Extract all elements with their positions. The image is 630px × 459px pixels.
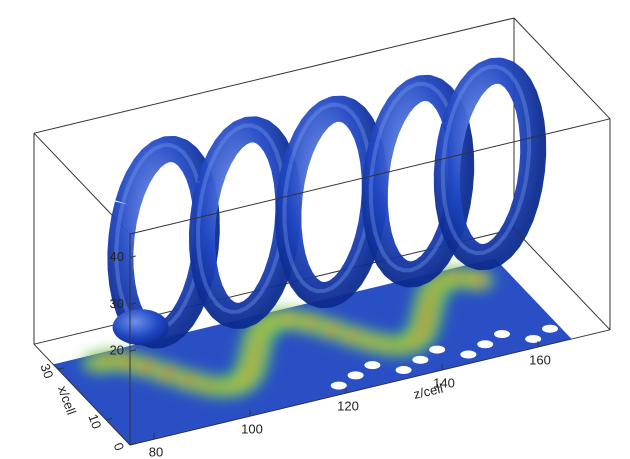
box-edge bbox=[129, 329, 611, 446]
iso-ring-highlight bbox=[195, 123, 287, 314]
y-tick bbox=[129, 349, 137, 352]
box-edge bbox=[33, 17, 515, 134]
box-edge bbox=[129, 118, 611, 235]
floor-gap bbox=[395, 366, 412, 375]
box-front: 80 100 120 140 160 z/cell 0 10 30 x/cell 20 30 40 bbox=[33, 17, 611, 459]
box-edge bbox=[513, 17, 611, 120]
floor-gap bbox=[412, 355, 429, 364]
floor-gap bbox=[330, 381, 347, 390]
floor-gap bbox=[477, 340, 494, 349]
x-axis-label: x/cell bbox=[55, 384, 79, 417]
isosurface bbox=[107, 57, 547, 349]
heat-spot bbox=[468, 274, 486, 286]
floor-gap bbox=[606, 309, 610, 318]
floor-gap bbox=[542, 324, 558, 333]
z-tick-label: 140 bbox=[433, 376, 455, 391]
y-tick-label: 40 bbox=[110, 249, 124, 264]
x-tick-label: 0 bbox=[111, 441, 128, 453]
floor-gap bbox=[494, 330, 510, 339]
iso-ring-highlight bbox=[282, 102, 373, 294]
z-axis-label: z/cell bbox=[412, 381, 444, 402]
z-tick-label: 80 bbox=[149, 445, 163, 459]
x-tick-label: 10 bbox=[85, 412, 104, 431]
x-tick bbox=[105, 417, 113, 421]
floor-gap bbox=[525, 334, 542, 343]
z-tick-label: 160 bbox=[529, 353, 551, 368]
floor-gap bbox=[347, 371, 364, 380]
y-tick bbox=[129, 302, 137, 305]
iso-tail bbox=[112, 309, 169, 346]
heat-spot bbox=[142, 363, 153, 371]
x-tick bbox=[57, 367, 65, 370]
floor-gap bbox=[429, 345, 446, 354]
heatmap-floor bbox=[53, 258, 610, 445]
y-tick-label: 30 bbox=[110, 296, 124, 311]
box-edge bbox=[33, 343, 131, 446]
floor-gap bbox=[558, 314, 575, 323]
heat-spot bbox=[163, 370, 174, 378]
y-tick-label: 20 bbox=[110, 343, 124, 358]
y-tick bbox=[129, 255, 137, 258]
iso-ring bbox=[433, 57, 547, 271]
iso-ring-highlight bbox=[440, 64, 532, 256]
z-tick-label: 120 bbox=[337, 399, 359, 414]
x-tick bbox=[129, 443, 137, 446]
z-tick-label: 100 bbox=[241, 422, 263, 437]
heat-blobs bbox=[79, 264, 497, 400]
floor-gap bbox=[364, 361, 381, 370]
x-tick-label: 30 bbox=[37, 362, 56, 381]
floor-gap bbox=[460, 350, 477, 359]
box-edge bbox=[513, 228, 611, 331]
